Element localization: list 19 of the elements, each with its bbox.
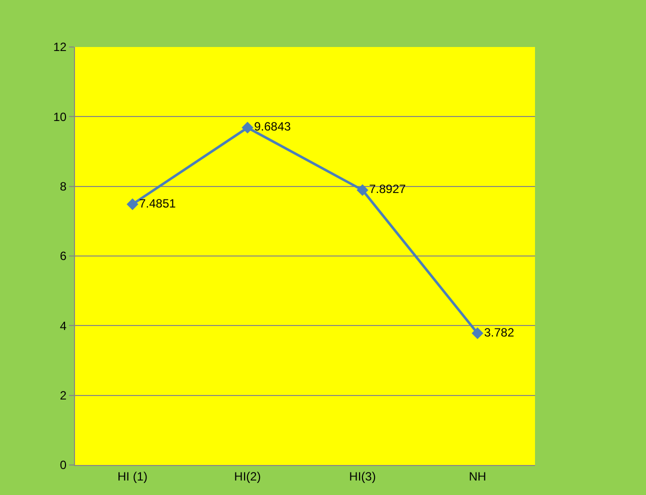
x-tick-label: HI(2) [234, 469, 261, 484]
y-tick-label: 6 [60, 249, 67, 264]
data-label: 9.6843 [254, 120, 292, 134]
y-tick-label: 12 [53, 40, 67, 54]
point [472, 327, 484, 340]
x-tick-label: NH [468, 469, 486, 484]
data-label: 7.4851 [139, 196, 176, 210]
data-label: 3.782 [484, 325, 514, 340]
x-tick-label: HI(3) [349, 469, 376, 484]
point [242, 122, 254, 134]
data-label: 7.8927 [369, 182, 406, 196]
y-tick-label: 4 [60, 318, 67, 333]
point [126, 198, 138, 210]
y-tick-label: 0 [60, 458, 67, 472]
point [356, 184, 368, 196]
x-tick-label: HI (1) [118, 469, 148, 484]
y-tick-label: 8 [60, 180, 67, 194]
y-tick-label: 10 [53, 110, 67, 124]
y-tick-label: 2 [60, 388, 67, 403]
